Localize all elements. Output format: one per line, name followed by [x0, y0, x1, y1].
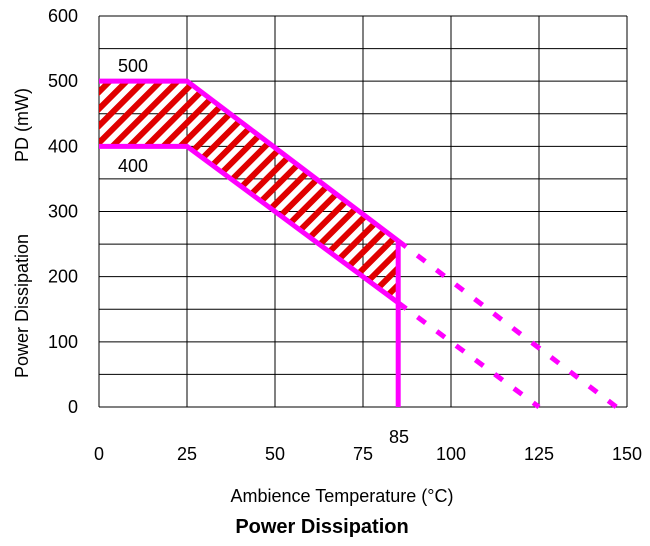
series-line-5 [396, 300, 541, 410]
x-tick-label: 25 [177, 444, 197, 464]
y-tick-label: 600 [48, 6, 78, 26]
y-tick-label: 0 [68, 397, 78, 417]
series-line-2 [99, 143, 400, 305]
tick-labels: 0 25 50 75 100 125 150 0 100 200 300 400 500 600 [48, 6, 642, 464]
series-lines [99, 78, 618, 410]
y-tick-label: 300 [48, 202, 78, 222]
y-tick-label: 500 [48, 71, 78, 91]
series-line-1 [99, 78, 400, 243]
y-tick-label: 200 [48, 267, 78, 287]
x-tick-label: 125 [524, 444, 554, 464]
chart-title: Power Dissipation [235, 516, 408, 538]
annotation-85: 85 [389, 427, 409, 447]
y-tick-label: 100 [48, 332, 78, 352]
annotation-500: 500 [118, 56, 148, 76]
y-axis-label: Power Dissipation [12, 234, 32, 378]
x-tick-label: 50 [265, 444, 285, 464]
series-line-4 [396, 238, 618, 409]
x-tick-label: 150 [612, 444, 642, 464]
x-tick-label: 100 [436, 444, 466, 464]
x-axis-label: Ambience Temperature (°C) [231, 486, 454, 506]
x-tick-label: 75 [353, 444, 373, 464]
y-tick-label: 400 [48, 136, 78, 156]
annotation-400: 400 [118, 156, 148, 176]
x-tick-label: 0 [94, 444, 104, 464]
y-axis-unit: PD (mW) [12, 88, 32, 162]
